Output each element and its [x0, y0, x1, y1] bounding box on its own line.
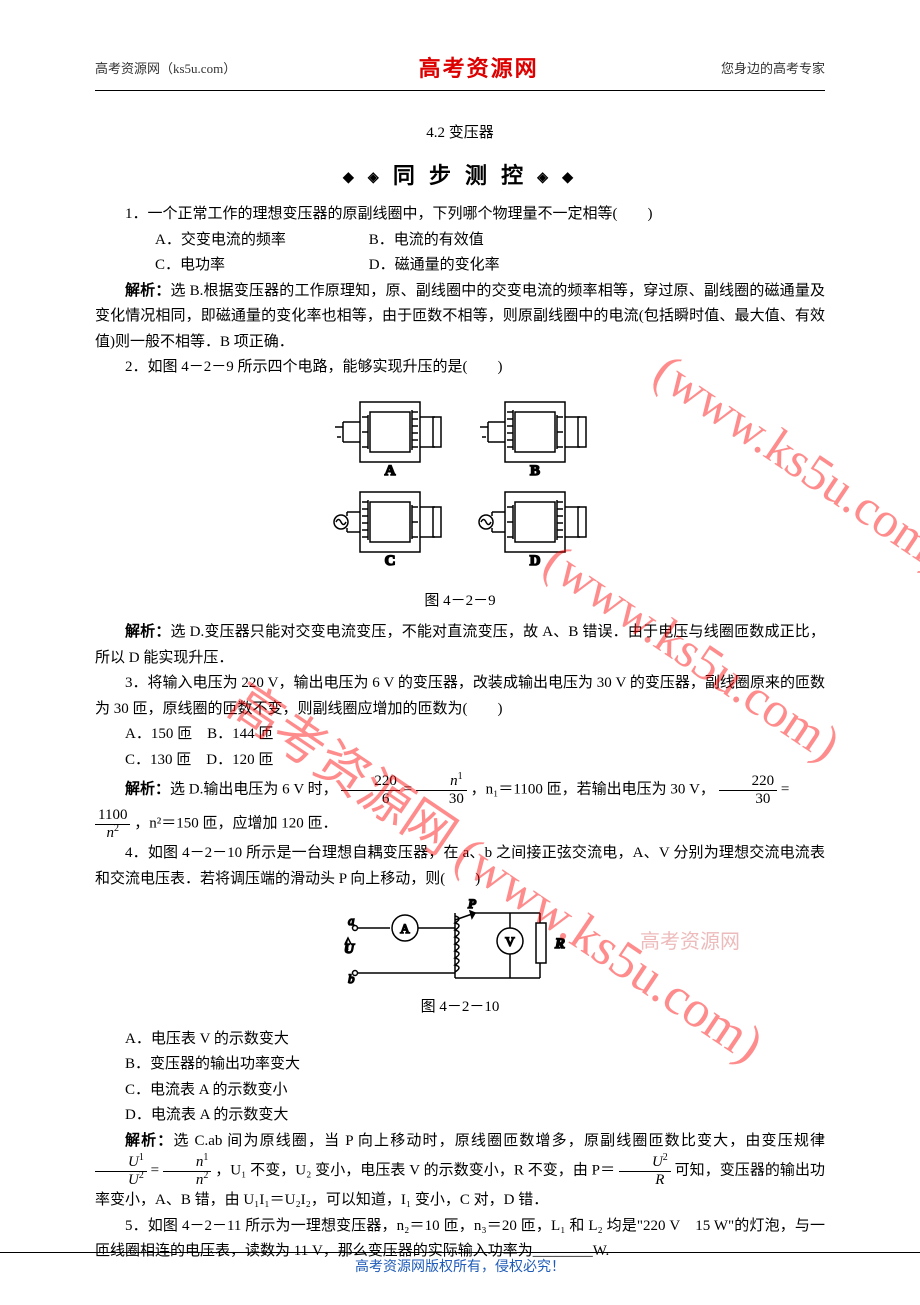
q3-choices-row2: C．130 匝 D．120 匝 — [95, 748, 825, 774]
page-footer: 高考资源网版权所有，侵权必究！ — [0, 1252, 920, 1280]
q3-stem: 3．将输入电压为 220 V，输出电压为 6 V 的变压器，改装成输出电压为 3… — [95, 671, 825, 722]
q4-choice-A: A．电压表 V 的示数变大 — [95, 1027, 825, 1053]
q3-choices-row1: A．150 匝 B．144 匝 — [95, 722, 825, 748]
header-center: 高考资源网 — [419, 50, 539, 87]
q4-analysis-mid: ，U₁ 不变，U₂ 变小，电压表 V 的示数变小，R 不变，由 P＝ — [215, 1163, 615, 1179]
q2-analysis-text: 选 D.变压器只能对交变电流变压，不能对直流变压，故 A、B 错误．由于电压与线… — [95, 624, 825, 666]
diamond-icon: ◈ — [368, 168, 383, 184]
q3-choice-A: A．150 匝 — [125, 726, 192, 742]
fraction: n130 — [416, 773, 467, 807]
q2-stem: 2．如图 4－2－9 所示四个电路，能够实现升压的是( ) — [95, 355, 825, 381]
q1-choices-row1: A．交变电流的频率 B．电流的有效值 — [95, 228, 825, 254]
eq: = — [781, 782, 789, 798]
q3-analysis: 解析：选 D.输出电压为 6 V 时， 2206 = n130 ，n₁＝1100… — [95, 773, 825, 807]
q4-analysis-pre: 选 C.ab 间为原线圈，当 P 向上移动时，原线圈匝数增多，原副线圈匝数比变大… — [173, 1133, 825, 1149]
section-number: 4.2 变压器 — [95, 121, 825, 147]
analysis-label: 解析： — [125, 624, 171, 640]
q1-stem: 1．一个正常工作的理想变压器的原副线圈中，下列哪个物理量不一定相等( ) — [95, 202, 825, 228]
q1-choice-D: D．磁通量的变化率 — [369, 257, 500, 273]
svg-text:C: C — [385, 553, 396, 569]
q3-analysis-post: ，n²＝150 匝，应增加 120 匝． — [134, 816, 337, 832]
svg-text:b: b — [348, 971, 355, 986]
diamond-icon: ◆ — [343, 168, 358, 184]
header-right: 您身边的高考专家 — [721, 58, 825, 80]
fraction: n1n2 — [163, 1154, 212, 1188]
fraction: U2R — [619, 1154, 671, 1188]
fig-4-2-9-caption: 图 4－2－9 — [95, 589, 825, 615]
fig-4-2-10-caption: 图 4－2－10 — [95, 995, 825, 1021]
fraction: 22030 — [719, 773, 778, 807]
q4-choice-B: B．变压器的输出功率变大 — [95, 1052, 825, 1078]
diamond-icon: ◆ — [562, 168, 577, 184]
analysis-label: 解析： — [125, 782, 170, 798]
q1-analysis: 解析：选 B.根据变压器的工作原理知，原、副线圈中的交变电流的频率相等，穿过原、… — [95, 279, 825, 356]
svg-text:V: V — [505, 934, 515, 949]
q2-analysis: 解析：选 D.变压器只能对交变电流变压，不能对直流变压，故 A、B 错误．由于电… — [95, 620, 825, 671]
fraction: 1100n2 — [95, 807, 130, 841]
q1-choice-B: B．电流的有效值 — [369, 232, 484, 248]
eq: = — [404, 782, 416, 798]
analysis-label: 解析： — [125, 283, 171, 299]
svg-text:A: A — [385, 463, 396, 479]
figure-4-2-10: a b U A P — [95, 898, 825, 1021]
q1-analysis-text: 选 B.根据变压器的工作原理知，原、副线圈中的交变电流的频率相等，穿过原、副线圈… — [95, 283, 825, 350]
q1-choices-row2: C．电功率 D．磁通量的变化率 — [95, 253, 825, 279]
q1-choice-C: C．电功率 — [125, 253, 365, 279]
header-left: 高考资源网（ks5u.com） — [95, 58, 236, 80]
fraction: U1U2 — [95, 1154, 147, 1188]
q3-choice-B: B．144 匝 — [207, 726, 273, 742]
analysis-label: 解析： — [125, 1133, 173, 1149]
q4-stem: 4．如图 4－2－10 所示是一台理想自耦变压器，在 a、b 之间接正弦交流电，… — [95, 841, 825, 892]
q4-choice-C: C．电流表 A 的示数变小 — [95, 1078, 825, 1104]
q3-choice-D: D．120 匝 — [206, 752, 273, 768]
fraction: 2206 — [341, 773, 400, 807]
svg-text:R: R — [554, 936, 565, 952]
svg-text:a: a — [348, 913, 355, 928]
svg-text:B: B — [530, 463, 540, 479]
svg-text:D: D — [530, 553, 541, 569]
page-header: 高考资源网（ks5u.com） 高考资源网 您身边的高考专家 — [95, 50, 825, 91]
figure-4-2-9: A B — [95, 387, 825, 615]
q3-analysis-line2: 1100n2 ，n²＝150 匝，应增加 120 匝． — [95, 807, 825, 841]
banner-text: 同 步 测 控 — [393, 163, 527, 188]
svg-text:P: P — [468, 898, 477, 911]
q1-choice-A: A．交变电流的频率 — [125, 228, 365, 254]
q4-choice-D: D．电流表 A 的示数变大 — [95, 1103, 825, 1129]
eq: = — [151, 1163, 163, 1179]
section-banner: ◆ ◈ 同 步 测 控 ◈ ◆ — [95, 157, 825, 194]
q4-analysis: 解析：选 C.ab 间为原线圈，当 P 向上移动时，原线圈匝数增多，原副线圈匝数… — [95, 1129, 825, 1214]
q3-analysis-mid: ，n₁＝1100 匝，若输出电压为 30 V， — [471, 782, 715, 798]
q3-choice-C: C．130 匝 — [125, 752, 191, 768]
q3-analysis-pre: 选 D.输出电压为 6 V 时， — [170, 782, 338, 798]
diamond-icon: ◈ — [537, 168, 552, 184]
svg-text:A: A — [400, 921, 410, 936]
